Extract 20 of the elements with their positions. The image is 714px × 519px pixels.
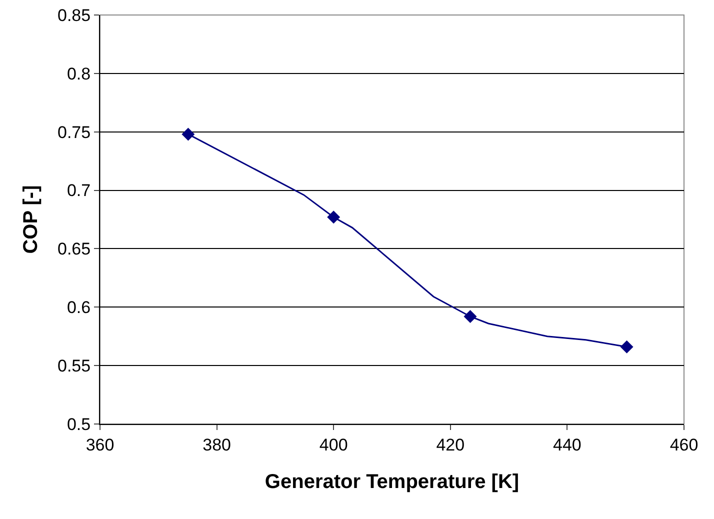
- y-tick-label: 0.85: [58, 6, 91, 25]
- y-tick-label: 0.8: [66, 64, 91, 84]
- y-tick-label: 0.7: [66, 181, 91, 200]
- y-tick-label: 0.55: [58, 356, 91, 376]
- x-tick-label: 380: [202, 435, 231, 454]
- y-tick-label: 0.6: [66, 298, 91, 318]
- x-tick-label: 440: [553, 435, 582, 454]
- point: [464, 310, 477, 323]
- x-tick-label: 360: [86, 435, 114, 454]
- x-tick-label: 400: [319, 435, 348, 454]
- y-tick-label: 0.65: [58, 240, 91, 259]
- y-tick-label: 0.75: [58, 122, 91, 142]
- x-axis-title: Generator Temperature [K]: [264, 470, 520, 493]
- y-axis-title: COP [-]: [20, 185, 42, 254]
- y-tick-label: 0.5: [66, 414, 91, 434]
- point: [182, 128, 195, 141]
- point: [327, 210, 340, 224]
- point: [620, 340, 634, 354]
- x-tick-label: 460: [670, 435, 698, 454]
- x-tick-label: 420: [436, 435, 465, 454]
